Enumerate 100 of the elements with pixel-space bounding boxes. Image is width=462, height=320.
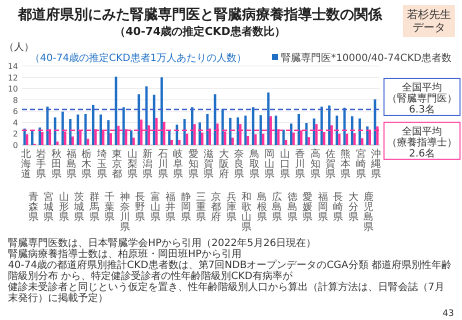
chart-title: 都道府県別にみた腎臓専門医と腎臓病療養指導士数の関係 bbox=[17, 6, 383, 23]
x-tick-label: 山口県 bbox=[280, 148, 290, 180]
text: 若杉先生データ bbox=[407, 8, 451, 34]
bar bbox=[31, 130, 34, 145]
x-tick-label: 埼玉県 bbox=[96, 148, 107, 180]
bar bbox=[198, 122, 201, 145]
bar bbox=[246, 136, 250, 145]
bar bbox=[130, 130, 132, 145]
x-tick-label: 和歌山県 bbox=[242, 191, 252, 233]
x-tick-label: 石川県 bbox=[158, 149, 168, 180]
x-tick-label: 新潟県 bbox=[142, 148, 153, 180]
bar bbox=[110, 133, 112, 145]
x-tick-label: 群馬県 bbox=[88, 191, 100, 223]
text: 健診未受診者と同じという仮定を置き、性年齢階級別人口から算出（計算方法は、日腎会誌（7月末発行）に掲載予定） bbox=[8, 281, 444, 304]
bar bbox=[336, 116, 338, 145]
x-tick-label: 宮崎県 bbox=[356, 148, 366, 180]
bar bbox=[168, 130, 171, 145]
x-tick-label: 岐阜県 bbox=[173, 148, 184, 180]
y-tick-label: 8 bbox=[12, 96, 18, 105]
x-tick-label: 福岡県 bbox=[318, 191, 328, 223]
bar bbox=[360, 138, 364, 145]
bar bbox=[152, 94, 156, 145]
x-tick-label: 長野県 bbox=[135, 192, 146, 223]
x-tick-label: 北海道 bbox=[20, 148, 31, 180]
bar bbox=[23, 128, 26, 145]
bar bbox=[38, 128, 42, 145]
x-tick-label: 富山県 bbox=[150, 191, 160, 223]
x-tick-label: 鹿児島県 bbox=[364, 191, 374, 233]
x-tick-label: 島根県 bbox=[256, 191, 267, 223]
y-tick-label: 4 bbox=[12, 118, 18, 128]
bar bbox=[86, 138, 90, 145]
y-tick-label: 2 bbox=[12, 130, 18, 139]
x-tick-label: 福井県 bbox=[166, 191, 176, 223]
text: 40-74歳の都道府県別推計CKD患者数は、第7回NDBオープンデータのCGA分類 都道府県別性年齢階級別分布 から、特定健診受診者の性年齢階級別CKD有病率が bbox=[8, 259, 452, 282]
x-tick-label: 熊本県 bbox=[340, 148, 351, 180]
bar bbox=[178, 140, 181, 145]
x-tick-label: 愛媛県 bbox=[302, 191, 313, 223]
bar bbox=[176, 124, 178, 145]
x-tick-label: 青森県 bbox=[28, 191, 38, 223]
x-tick-label: 静岡県 bbox=[180, 191, 191, 223]
bar bbox=[92, 104, 94, 145]
bar bbox=[252, 107, 254, 145]
bar bbox=[305, 122, 308, 145]
bar bbox=[107, 120, 110, 145]
x-tick-label: 宮城県 bbox=[42, 191, 54, 223]
bar bbox=[183, 119, 186, 145]
ref-line-label: 全国平均（腎臓専門医）6.3名 bbox=[387, 81, 457, 116]
bar bbox=[206, 114, 209, 145]
x-tick-label: 山形県 bbox=[58, 191, 69, 223]
bar bbox=[290, 124, 292, 145]
x-tick-label: 愛知県 bbox=[188, 148, 198, 180]
x-tick-label: 長崎県 bbox=[333, 192, 344, 223]
bar bbox=[72, 136, 74, 145]
bar bbox=[267, 92, 270, 145]
x-tick-label: 兵庫県 bbox=[226, 191, 236, 223]
x-tick-label: 岩手県 bbox=[36, 148, 46, 180]
x-tick-label: 秋田県 bbox=[51, 148, 62, 180]
x-tick-label: 栃木県 bbox=[82, 148, 92, 180]
bar bbox=[69, 119, 72, 145]
x-tick-label: 茨城県 bbox=[73, 191, 84, 223]
chart-subtitle: （40-74歳の推定CKD患者数比） bbox=[114, 25, 286, 38]
text: 腎臓専門医数は、日本腎臓学会HPから引用（2022年5月26日現在） bbox=[8, 237, 316, 249]
x-tick-label: 大分県 bbox=[348, 191, 358, 223]
y-tick-label: 14 bbox=[8, 62, 18, 71]
ref-line-label: 全国平均（療養指導士）2.6名 bbox=[387, 125, 457, 160]
y-tick-label: 0 bbox=[12, 141, 18, 150]
y-tick-label: 12 bbox=[8, 73, 18, 82]
bar bbox=[76, 114, 80, 145]
x-tick-label: 京都府 bbox=[211, 191, 222, 223]
text: 43 bbox=[442, 309, 454, 319]
bar bbox=[122, 107, 125, 145]
bar bbox=[236, 117, 240, 145]
y-tick-label: 6 bbox=[12, 107, 18, 116]
bar bbox=[160, 77, 163, 145]
text: 腎臓病療養指導士数は、柏原班・岡田班HPから引用 bbox=[8, 248, 242, 260]
x-tick-label: 鳥取県 bbox=[248, 148, 260, 180]
bar bbox=[221, 108, 224, 145]
bar bbox=[260, 115, 262, 145]
x-tick-label: 奈良県 bbox=[234, 149, 244, 180]
x-tick-label: 岡山県 bbox=[264, 149, 275, 180]
bar bbox=[54, 117, 56, 145]
bar bbox=[61, 112, 64, 145]
x-tick-label: 神奈川県 bbox=[120, 191, 130, 233]
bar bbox=[358, 118, 361, 145]
bar bbox=[282, 130, 285, 145]
x-tick-label: 福島県 bbox=[66, 148, 77, 180]
bar bbox=[298, 114, 300, 145]
text: （40-74歳の推定CKD患者1万人あたりの人数） bbox=[30, 52, 247, 64]
x-tick-label: 佐賀県 bbox=[325, 149, 336, 180]
bar bbox=[346, 134, 348, 145]
bar bbox=[322, 132, 326, 145]
x-tick-label: 千葉県 bbox=[104, 191, 115, 223]
bar bbox=[320, 106, 323, 145]
bar bbox=[350, 116, 354, 145]
bar bbox=[338, 134, 341, 145]
legend-label: 腎臓専門医*10000/40-74CKD患者数 bbox=[281, 52, 452, 64]
bar bbox=[328, 106, 330, 145]
y-axis-title: （人） bbox=[4, 42, 34, 53]
bar bbox=[170, 140, 173, 145]
bar bbox=[262, 134, 264, 145]
